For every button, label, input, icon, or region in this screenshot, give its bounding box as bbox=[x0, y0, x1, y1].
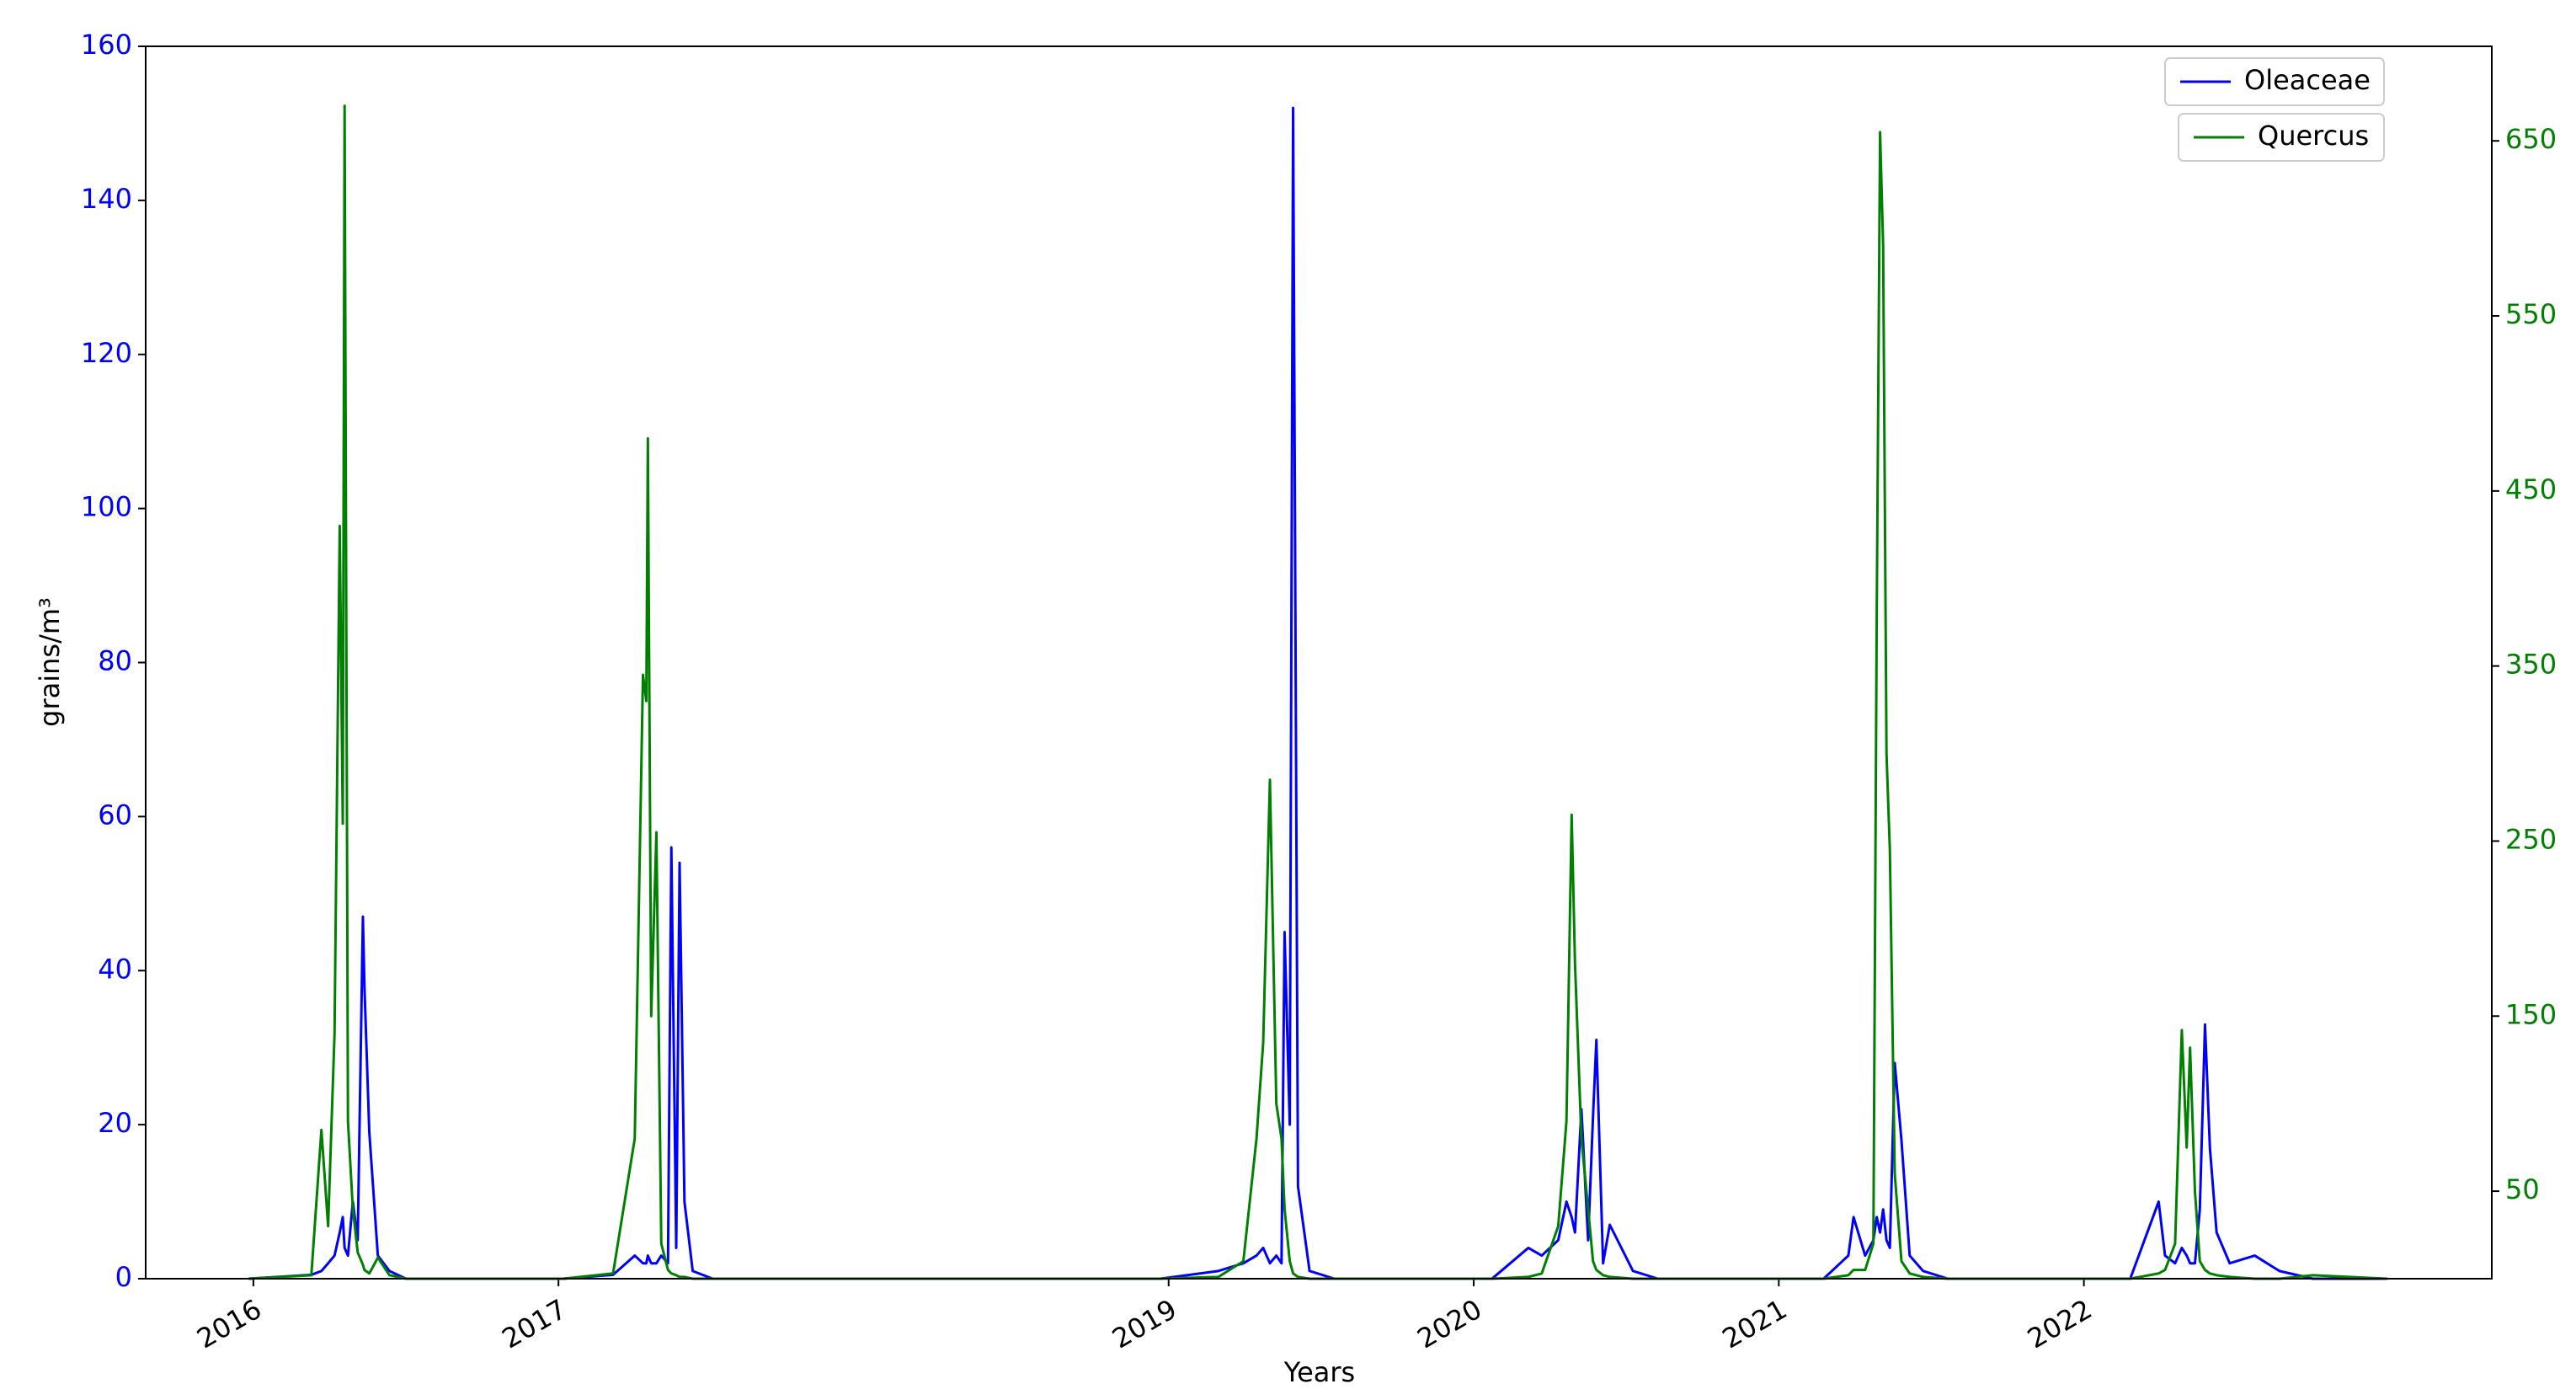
legend-label: Quercus bbox=[2258, 120, 2369, 152]
x-tick-label: 2019 bbox=[1107, 1293, 1182, 1355]
y-tick-label: 120 bbox=[81, 337, 132, 369]
y-tick-label: 20 bbox=[98, 1107, 132, 1139]
y2-tick-label: 550 bbox=[2505, 298, 2557, 330]
x-tick-label: 2017 bbox=[497, 1293, 573, 1355]
y-tick-label: 160 bbox=[81, 29, 132, 61]
y-tick-label: 100 bbox=[81, 491, 132, 523]
data-line bbox=[248, 106, 2388, 1280]
plot-frame bbox=[145, 45, 2493, 1280]
y2-tick-label: 250 bbox=[2505, 823, 2557, 855]
legend-box bbox=[2178, 113, 2385, 162]
y-tick-label: 60 bbox=[98, 799, 132, 831]
x-tick-label: 2021 bbox=[1717, 1293, 1793, 1355]
x-tick-label: 2022 bbox=[2022, 1293, 2098, 1355]
y-tick-label: 80 bbox=[98, 645, 132, 677]
y-axis-label: grains/m³ bbox=[34, 597, 66, 727]
x-tick-label: 2020 bbox=[1412, 1293, 1488, 1355]
legend-box bbox=[2164, 57, 2385, 106]
y-tick-label: 140 bbox=[81, 183, 132, 215]
legend-label: Oleaceae bbox=[2244, 64, 2371, 96]
y-tick-label: 40 bbox=[98, 953, 132, 985]
x-axis-label: Years bbox=[1283, 1356, 1355, 1388]
x-tick-label: 2016 bbox=[191, 1293, 267, 1355]
y2-tick-label: 50 bbox=[2505, 1173, 2540, 1205]
data-line bbox=[248, 104, 2388, 1280]
y2-tick-label: 450 bbox=[2505, 473, 2557, 505]
y2-tick-label: 150 bbox=[2505, 998, 2557, 1030]
y2-tick-label: 350 bbox=[2505, 649, 2557, 681]
y2-tick-label: 650 bbox=[2505, 123, 2557, 155]
y-tick-label: 0 bbox=[115, 1261, 132, 1293]
